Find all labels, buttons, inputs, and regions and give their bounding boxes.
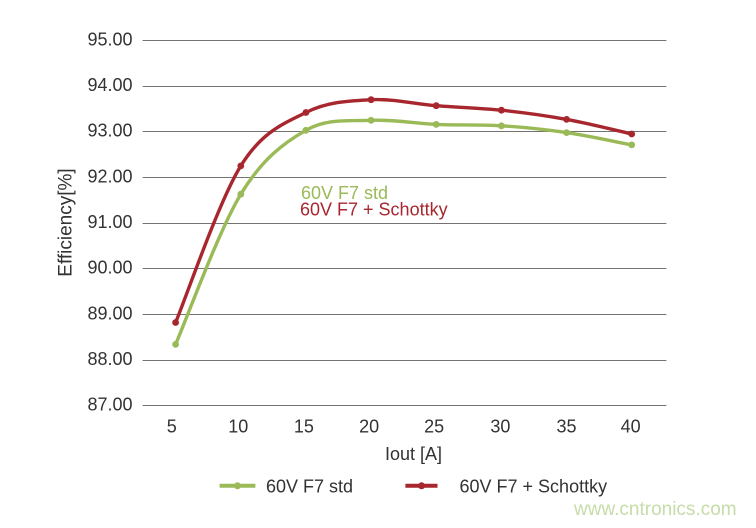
svg-text:Efficiency[%]: Efficiency[%] [56, 168, 77, 276]
svg-text:60V F7 std: 60V F7 std [266, 477, 353, 497]
svg-text:Iout [A]: Iout [A] [385, 444, 442, 464]
svg-text:88.00: 88.00 [87, 349, 132, 369]
svg-text:89.00: 89.00 [87, 303, 132, 323]
svg-text:www.cntronics.com: www.cntronics.com [573, 499, 737, 520]
svg-text:91.00: 91.00 [87, 212, 132, 232]
svg-text:94.00: 94.00 [87, 75, 132, 95]
svg-text:35: 35 [556, 417, 576, 437]
svg-text:10: 10 [228, 417, 248, 437]
svg-text:15: 15 [294, 417, 314, 437]
svg-text:60V F7 std: 60V F7 std [301, 183, 388, 203]
svg-text:87.00: 87.00 [87, 395, 132, 415]
svg-text:60V F7 + Schottky: 60V F7 + Schottky [300, 200, 448, 220]
svg-text:92.00: 92.00 [87, 166, 132, 186]
svg-text:5: 5 [167, 417, 177, 437]
svg-text:90.00: 90.00 [87, 258, 132, 278]
svg-text:95.00: 95.00 [87, 29, 132, 49]
svg-text:60V F7 + Schottky: 60V F7 + Schottky [460, 477, 608, 497]
svg-text:30: 30 [490, 417, 510, 437]
svg-text:93.00: 93.00 [87, 121, 132, 141]
svg-text:20: 20 [359, 417, 379, 437]
svg-text:25: 25 [424, 417, 444, 437]
svg-text:40: 40 [621, 417, 641, 437]
